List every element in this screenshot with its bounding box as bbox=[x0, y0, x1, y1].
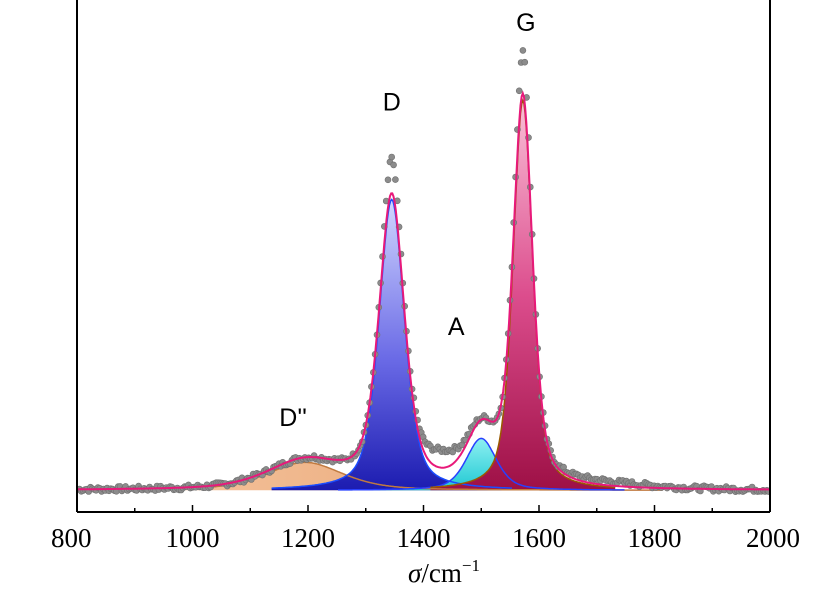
peak-g-edge bbox=[430, 98, 616, 489]
data-point bbox=[519, 47, 527, 54]
data-point bbox=[392, 176, 399, 183]
peak-d-edge bbox=[271, 198, 512, 489]
data-point bbox=[521, 58, 529, 66]
peak-fills bbox=[77, 100, 664, 491]
peak-g-fill bbox=[430, 100, 616, 491]
plot-area bbox=[77, 47, 770, 496]
x-tick-label: 1000 bbox=[166, 523, 220, 553]
data-point bbox=[515, 87, 523, 95]
x-tick-label: 1800 bbox=[628, 523, 682, 553]
x-tick-label: 800 bbox=[51, 523, 92, 553]
peak-d-label: D bbox=[383, 89, 401, 117]
data-point bbox=[390, 161, 397, 169]
x-tick-label: 1600 bbox=[512, 523, 566, 553]
x-axis-ticks bbox=[76, 505, 771, 512]
fit-envelope-line bbox=[77, 90, 770, 491]
peak-labels: D'' D A G bbox=[279, 9, 535, 432]
peak-a-label: A bbox=[448, 313, 465, 341]
peak-d-double-prime-label: D'' bbox=[279, 404, 307, 432]
x-axis-title: σ/cm−1 bbox=[408, 556, 480, 588]
x-tick-label: 1400 bbox=[397, 523, 451, 553]
x-axis-tick-labels: 800 1000 1200 1400 1600 1800 2000 bbox=[51, 523, 800, 553]
peak-g-label: G bbox=[516, 9, 535, 37]
x-tick-label: 1200 bbox=[281, 523, 335, 553]
x-tick-label: 2000 bbox=[746, 523, 800, 553]
peak-d-fill bbox=[271, 199, 512, 491]
peak-a-edge bbox=[338, 437, 625, 491]
data-point bbox=[384, 176, 392, 184]
data-points bbox=[77, 47, 770, 496]
data-point bbox=[449, 448, 457, 456]
peak-a-fill bbox=[338, 438, 625, 491]
data-point bbox=[388, 153, 396, 161]
